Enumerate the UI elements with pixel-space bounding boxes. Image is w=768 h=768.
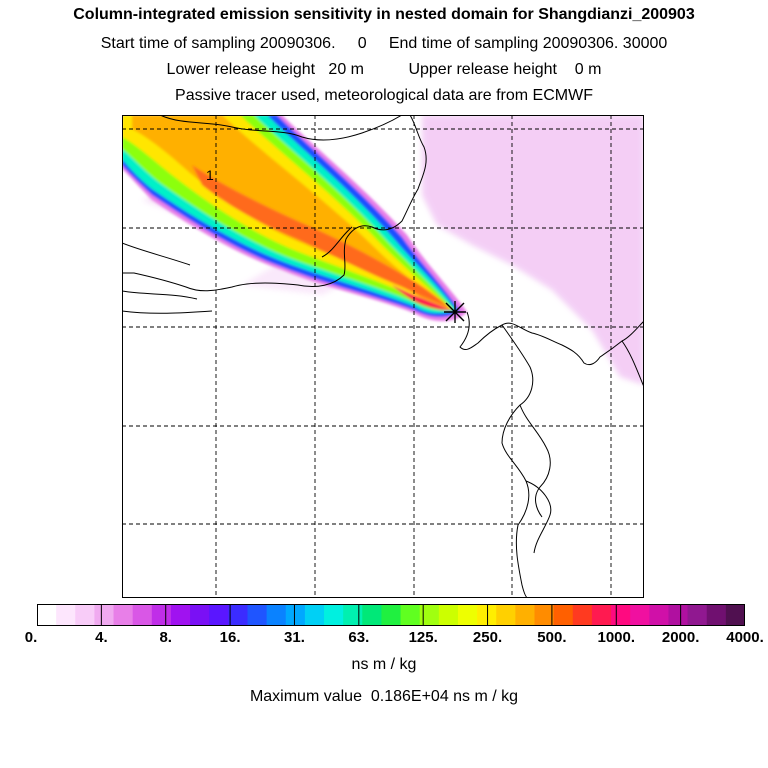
colorbar-tick-label: 2000. — [661, 629, 700, 646]
contour-label: 1 — [206, 167, 214, 183]
colorbar-swatch — [228, 604, 249, 626]
colorbar-tick-label: 31. — [284, 629, 305, 646]
coastline-borders — [122, 115, 644, 598]
colorbar-swatch — [725, 604, 745, 626]
emission-plume — [122, 115, 467, 322]
colorbar-tick-label: 4. — [95, 629, 108, 646]
colorbar-swatch — [304, 604, 325, 626]
colorbar-tick-label: 16. — [219, 629, 241, 646]
release-height-line: Lower release height 20 m Upper release … — [166, 61, 602, 78]
colorbar — [37, 604, 745, 626]
colorbar-swatch — [477, 604, 497, 626]
colorbar-swatch — [457, 604, 478, 626]
colorbar-swatch — [515, 604, 536, 626]
colorbar-swatch — [687, 604, 708, 626]
colorbar-swatch — [132, 604, 153, 626]
colorbar-swatch — [266, 604, 287, 626]
colorbar-swatch — [706, 604, 727, 626]
colorbar-swatch — [649, 604, 670, 626]
colorbar-swatch — [496, 604, 516, 626]
colorbar-swatch — [362, 604, 383, 626]
colorbar-swatch — [75, 604, 96, 626]
colorbar-swatch — [343, 604, 363, 626]
colorbar-swatch — [170, 604, 191, 626]
map-panel: 1 — [122, 115, 644, 598]
colorbar-tick-label: 125. — [408, 629, 438, 646]
colorbar-swatch — [324, 604, 344, 626]
colorbar-swatch — [438, 604, 459, 626]
colorbar-tick-label: 63. — [348, 629, 370, 646]
colorbar-swatch — [56, 604, 76, 626]
lat-lon-gridlines — [122, 115, 644, 598]
colorbar-swatch — [553, 604, 574, 626]
colorbar-swatch — [630, 604, 650, 626]
colorbar-swatch — [400, 604, 421, 626]
colorbar-frame — [37, 604, 745, 626]
colorbar-swatch — [668, 604, 689, 626]
colorbar-swatch — [113, 604, 134, 626]
tracer-info-line: Passive tracer used, meteorological data… — [175, 87, 593, 104]
colorbar-swatch — [534, 604, 555, 626]
colorbar-swatch — [419, 604, 440, 626]
colorbar-tick-label: 500. — [537, 629, 567, 646]
plume-band-faint — [602, 285, 644, 375]
maximum-value-label: Maximum value 0.186E+04 ns m / kg — [249, 688, 519, 705]
sampling-time-line: Start time of sampling 20090306. 0 End t… — [100, 35, 668, 52]
colorbar-swatch — [151, 604, 172, 626]
plume-band-p-core — [192, 165, 450, 308]
colorbar-tick-label: 250. — [472, 629, 503, 646]
colorbar-units: ns m / kg — [351, 656, 417, 673]
receptor-star-marker — [444, 301, 466, 323]
colorbar-tick-label: 0. — [24, 629, 38, 646]
colorbar-swatch — [611, 604, 631, 626]
map-frame — [122, 115, 644, 598]
colorbar-swatch — [247, 604, 268, 626]
colorbar-swatch — [37, 604, 57, 626]
colorbar-swatch — [94, 604, 115, 626]
colorbar-tick-label: 4000. — [726, 629, 764, 646]
colorbar-swatch — [591, 604, 612, 626]
colorbar-swatch — [285, 604, 306, 626]
emission-sensitivity-map: 1 — [122, 115, 644, 598]
colorbar-tick-label: 1000. — [597, 629, 636, 646]
colorbar-tick-label: 8. — [159, 629, 172, 646]
colorbar-swatch — [381, 604, 402, 626]
colorbar-swatch — [190, 604, 210, 626]
chart-title: Column-integrated emission sensitivity i… — [73, 6, 695, 23]
plume-band-faint — [422, 115, 644, 385]
colorbar-swatch — [572, 604, 593, 626]
colorbar-swatch — [209, 604, 229, 626]
